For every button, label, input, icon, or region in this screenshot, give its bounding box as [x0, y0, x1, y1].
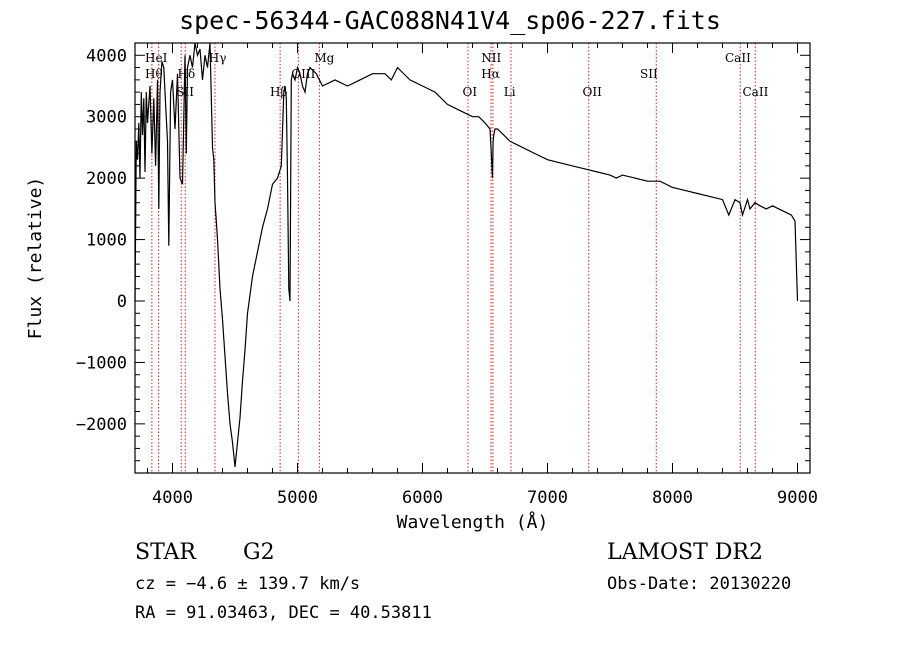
emission-line-markers — [151, 43, 756, 473]
y-tick-label: 2000 — [86, 169, 127, 189]
object-subclass: G2 — [243, 540, 275, 565]
coordinates: RA = 91.03463, DEC = 40.53811 — [135, 603, 432, 623]
y-tick-label: 4000 — [86, 46, 127, 66]
marker-label-13: SII — [640, 67, 658, 81]
x-tick-label: 7000 — [527, 488, 568, 508]
x-tick-label: 4000 — [152, 488, 193, 508]
marker-label-9: NII — [481, 51, 501, 65]
marker-label-2: Hδ — [178, 67, 196, 81]
obs-date: Obs-Date: 20130220 — [607, 574, 792, 594]
marker-label-7: Mg — [314, 51, 334, 65]
x-tick-label: 5000 — [277, 488, 318, 508]
axis-ticks: 4000 5000 6000 7000 8000 9000 −2000 −1000 0 1000 2… — [76, 42, 818, 508]
x-tick-label: 9000 — [777, 488, 818, 508]
object-class: STAR — [135, 540, 196, 565]
y-axis-label: Flux (relative) — [25, 177, 46, 340]
spectrum-line — [134, 42, 799, 467]
marker-label-11: Li — [504, 85, 516, 99]
redshift-text: cz = −4.6 ± 139.7 km/s — [135, 574, 361, 594]
y-tick-label: 0 — [117, 292, 127, 312]
chart-title: spec-56344-GAC088N41V4_sp06-227.fits — [179, 6, 721, 35]
survey-name: LAMOST DR2 — [607, 540, 763, 565]
marker-label-8: OI — [463, 85, 478, 99]
x-axis-label: Wavelength (Å) — [397, 511, 549, 533]
plot-frame — [134, 42, 811, 474]
marker-label-4: Hγ — [209, 51, 227, 65]
y-tick-label: −1000 — [76, 353, 127, 373]
y-tick-label: 1000 — [86, 231, 127, 251]
x-tick-label: 6000 — [402, 488, 443, 508]
marker-label-0: HeI — [145, 51, 168, 65]
x-tick-label: 8000 — [652, 488, 693, 508]
marker-label-1: Hθ — [145, 67, 163, 81]
y-tick-label: 3000 — [86, 108, 127, 128]
marker-label-15: CaII — [743, 85, 769, 99]
marker-label-10: Hα — [481, 67, 500, 81]
marker-label-14: CaII — [725, 51, 751, 65]
marker-label-12: OII — [583, 85, 603, 99]
y-tick-label: −2000 — [76, 415, 127, 435]
